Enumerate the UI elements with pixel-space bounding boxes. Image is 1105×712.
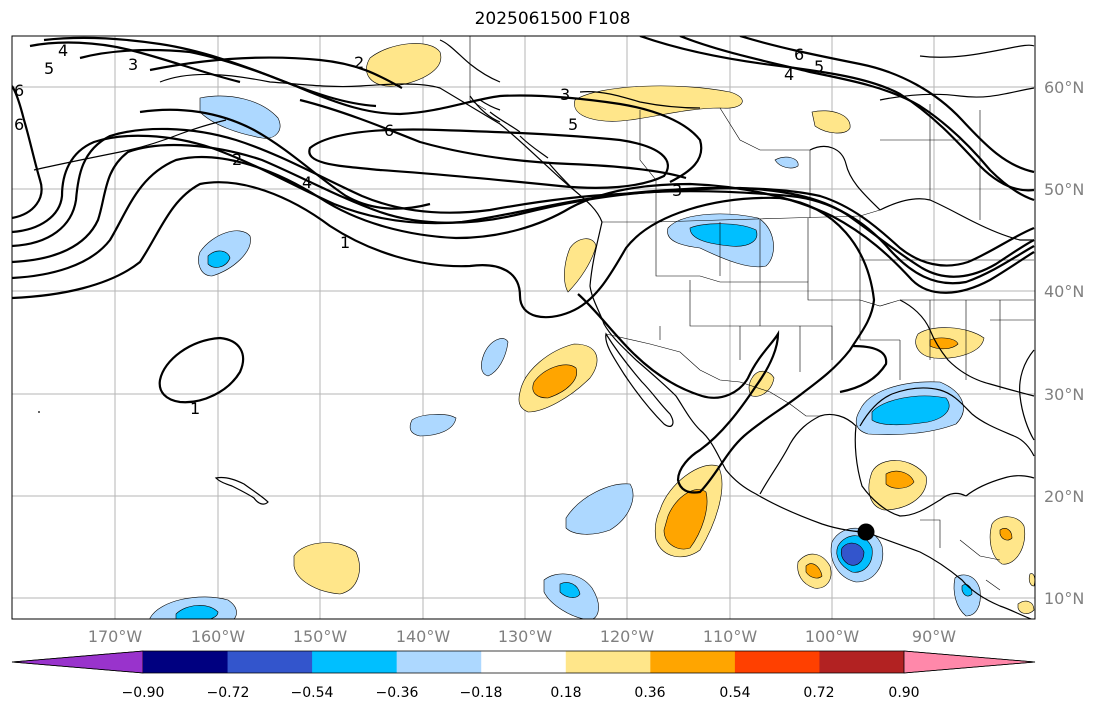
coastlines [33, 39, 1035, 619]
colorbar-outline [11, 650, 1036, 674]
colorbar-tick-label: −0.54 [291, 685, 334, 701]
lon-label: 100°W [805, 627, 860, 646]
colorbar-tick-label: 0.72 [803, 685, 834, 701]
lat-label: 20°N [1044, 487, 1084, 506]
contour-label: 5 [44, 59, 54, 78]
contour-label: 1 [340, 233, 350, 252]
colorbar-segment [396, 651, 482, 673]
contour-label: 2 [232, 150, 242, 169]
shaded-fields [149, 43, 1035, 619]
lat-label: 40°N [1044, 282, 1084, 301]
contour-label: 4 [302, 173, 312, 192]
colorbar-tick-label: −0.90 [122, 685, 165, 701]
colorbar-segment [481, 651, 567, 673]
contour-label: 6 [14, 81, 24, 100]
contour-label: 4 [58, 41, 68, 60]
lat-label: 60°N [1044, 78, 1084, 97]
contour-label: 5 [568, 115, 578, 134]
lon-label: 120°W [600, 627, 655, 646]
colorbar-segment [734, 651, 820, 673]
lon-label: 170°W [88, 627, 143, 646]
lon-label: 130°W [498, 627, 553, 646]
map-frame [11, 35, 1036, 620]
colorbar-extend-low [11, 650, 144, 674]
colorbar-extend-high [903, 650, 1036, 674]
contour-label: 6 [794, 45, 804, 64]
contour-lines [12, 36, 1035, 494]
contour-label: 5 [814, 57, 824, 76]
gridlines [12, 36, 1035, 619]
lon-label: 160°W [191, 627, 246, 646]
colorbar-tick-label: 0.18 [550, 685, 581, 701]
colorbar-tick-label: −0.36 [376, 685, 419, 701]
contour-label: 6 [14, 115, 24, 134]
lat-label: 10°N [1044, 589, 1084, 608]
latitude-labels: 60°N 50°N 40°N 30°N 20°N 10°N [1044, 78, 1084, 608]
longitude-labels: 170°W 160°W 150°W 140°W 130°W 120°W 110°… [88, 627, 956, 646]
colorbar-segment [565, 651, 651, 673]
colorbar-tick-label: 0.90 [888, 685, 919, 701]
lon-label: 110°W [703, 627, 758, 646]
colorbar-tick-label: 0.54 [719, 685, 750, 701]
lon-label: 90°W [912, 627, 956, 646]
colorbar-segment [650, 651, 736, 673]
colorbar-segment [819, 651, 905, 673]
contour-label: 2 [354, 53, 364, 72]
colorbar-segment [227, 651, 313, 673]
lon-label: 150°W [293, 627, 348, 646]
location-marker [857, 523, 875, 541]
contour-label: 3 [672, 181, 682, 200]
contour-label: 3 [560, 85, 570, 104]
contour-label: 6 [384, 121, 394, 140]
colorbar-segment [143, 651, 229, 673]
contour-label: 4 [784, 65, 794, 84]
map-title: 2025061500 F108 [474, 9, 631, 29]
lat-label: 50°N [1044, 180, 1084, 199]
lat-label: 30°N [1044, 385, 1084, 404]
contour-label: 1 [190, 399, 200, 418]
contour-label: 3 [128, 55, 138, 74]
colorbar-tick-label: 0.36 [634, 685, 665, 701]
contour-labels: 1 1 2 2 3 3 3 4 4 4 5 5 5 6 6 6 6 [14, 41, 824, 418]
colorbar-tick-label: −0.18 [460, 685, 503, 701]
colorbar-ticks: −0.90 −0.72 −0.54 −0.36 −0.18 0.18 0.36 … [122, 685, 920, 701]
colorbar-tick-label: −0.72 [207, 685, 250, 701]
country-borders [469, 36, 1034, 591]
colorbar-segment [312, 651, 398, 673]
lon-label: 140°W [396, 627, 451, 646]
colorbar [11, 650, 1036, 674]
